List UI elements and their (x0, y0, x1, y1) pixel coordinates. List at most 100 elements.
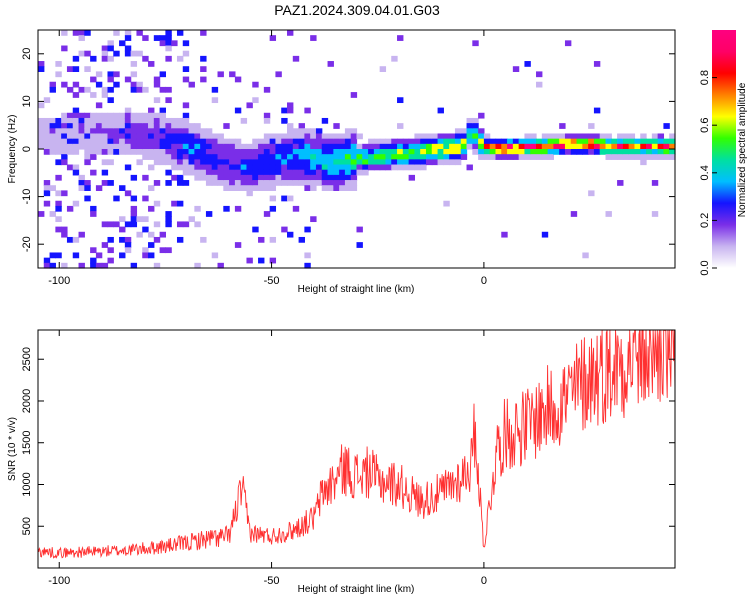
heatmap-cell (171, 138, 178, 145)
heatmap-cell (252, 226, 259, 233)
heatmap-cell (153, 143, 161, 150)
heatmap-cell (165, 35, 172, 41)
heatmap-cell (159, 117, 166, 124)
heatmap-cell (547, 133, 554, 140)
heatmap-cell (483, 138, 491, 145)
heatmap-cell (78, 262, 85, 269)
heatmap-cell (304, 143, 311, 150)
heatmap-cell (194, 149, 201, 155)
snr-panel: -100 -50 0 500 1000 1500 2000 2500 Height of s… (7, 329, 676, 595)
heatmap-cell (119, 226, 126, 233)
heatmap-cell (541, 149, 549, 155)
heatmap-cell (402, 159, 410, 166)
heatmap-cell (107, 236, 114, 243)
heatmap-cell (182, 149, 190, 155)
heatmap-cell (107, 40, 114, 47)
heatmap-cell (153, 180, 161, 186)
heatmap-cell (269, 138, 277, 145)
heatmap-cell (229, 138, 236, 145)
heatmap-cell (350, 169, 358, 176)
heatmap-cell (61, 149, 68, 155)
heatmap-cell (107, 143, 114, 150)
heatmap-cell (124, 242, 132, 248)
heatmap-cell (78, 117, 85, 124)
heatmap-cell (205, 164, 213, 171)
heatmap-cell (327, 164, 334, 171)
heatmap-cell (234, 159, 242, 166)
heatmap-cell (321, 174, 329, 181)
heatmap-cell (142, 112, 149, 119)
heatmap-cell (72, 138, 80, 145)
heatmap-cell (182, 40, 190, 47)
heatmap-cell (321, 117, 329, 124)
heatmap-cell (304, 185, 311, 191)
heatmap-cell (530, 143, 537, 150)
heatmap-cell (182, 117, 190, 124)
heatmap-cell (165, 117, 172, 124)
heatmap-cell (136, 50, 143, 57)
heatmap-cell (61, 81, 68, 88)
heatmap-cell (333, 169, 340, 176)
heatmap-cell (182, 164, 190, 171)
heatmap-cell (72, 92, 80, 98)
heatmap-cell (628, 143, 636, 150)
heatmap-cell (72, 149, 80, 155)
heatmap-cell (130, 216, 138, 223)
heatmap-cell (43, 185, 51, 191)
heatmap-cell (304, 226, 311, 233)
heatmap-cell (414, 164, 421, 171)
heatmap-cell (640, 133, 647, 140)
heatmap-cell (669, 143, 676, 150)
heatmap-cell (350, 149, 358, 155)
heatmap-cell (176, 149, 184, 155)
heatmap-cell (130, 117, 138, 124)
heatmap-cell (165, 123, 172, 129)
heatmap-cell (593, 133, 601, 140)
heatmap-cell (101, 50, 109, 57)
heatmap-cell (269, 236, 277, 243)
heatmap-cell (200, 159, 207, 166)
heatmap-cell (211, 252, 219, 259)
heatmap-cell (119, 123, 126, 129)
heatmap-cell (136, 86, 143, 93)
heatmap-cell (55, 71, 62, 78)
heatmap-cell (298, 180, 305, 186)
heatmap-cell (130, 71, 138, 78)
heatmap-cell (663, 154, 670, 160)
heatmap-cell (258, 169, 265, 176)
heatmap-cell (61, 262, 68, 269)
heatmap-cell (205, 138, 213, 145)
heatmap-cell (431, 133, 439, 140)
heatmap-cell (472, 143, 479, 150)
heatmap-cell (344, 169, 352, 176)
heatmap-cell (130, 112, 138, 119)
heatmap-cell (315, 133, 323, 140)
heatmap-cell (281, 133, 288, 140)
heatmap-cell (217, 133, 224, 140)
heatmap-cell (333, 133, 340, 140)
heatmap-cell (124, 128, 132, 135)
heatmap-cell (66, 123, 74, 129)
heatmap-cell (95, 252, 103, 259)
heatmap-cell (217, 149, 224, 155)
heatmap-cell (159, 71, 166, 78)
heatmap-cell (333, 143, 340, 150)
heatmap-cell (310, 128, 317, 135)
heatmap-cell (148, 185, 155, 191)
heatmap-cell (66, 112, 74, 119)
heatmap-cell (541, 143, 549, 150)
heatmap-cell (194, 133, 201, 140)
heatmap-cell (72, 55, 80, 62)
heatmap-cell (252, 81, 259, 88)
heatmap-cell (159, 154, 166, 160)
heatmap-cell (148, 128, 155, 135)
heatmap-cell (229, 154, 236, 160)
heatmap-cell (512, 149, 520, 155)
heatmap-cell (182, 50, 190, 57)
heatmap-cell (350, 133, 358, 140)
heatmap-cell (165, 154, 172, 160)
heatmap-cell (72, 81, 80, 88)
heatmap-cell (547, 143, 554, 150)
heatmap-cell (107, 221, 114, 228)
heatmap-cell (101, 117, 109, 124)
